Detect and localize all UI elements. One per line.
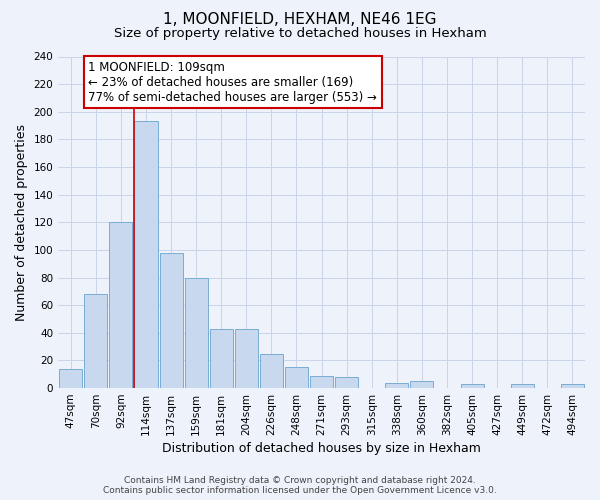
- Bar: [285, 368, 308, 388]
- Text: 1, MOONFIELD, HEXHAM, NE46 1EG: 1, MOONFIELD, HEXHAM, NE46 1EG: [163, 12, 437, 28]
- Bar: [134, 122, 158, 388]
- Bar: [59, 368, 82, 388]
- Bar: [335, 377, 358, 388]
- Text: 1 MOONFIELD: 109sqm
← 23% of detached houses are smaller (169)
77% of semi-detac: 1 MOONFIELD: 109sqm ← 23% of detached ho…: [88, 60, 377, 104]
- Bar: [260, 354, 283, 388]
- Bar: [310, 376, 333, 388]
- Bar: [561, 384, 584, 388]
- Bar: [235, 328, 258, 388]
- Bar: [410, 381, 433, 388]
- Bar: [461, 384, 484, 388]
- Y-axis label: Number of detached properties: Number of detached properties: [15, 124, 28, 321]
- Bar: [160, 252, 182, 388]
- Bar: [84, 294, 107, 388]
- Bar: [511, 384, 534, 388]
- X-axis label: Distribution of detached houses by size in Hexham: Distribution of detached houses by size …: [162, 442, 481, 455]
- Bar: [109, 222, 133, 388]
- Text: Contains HM Land Registry data © Crown copyright and database right 2024.
Contai: Contains HM Land Registry data © Crown c…: [103, 476, 497, 495]
- Bar: [209, 328, 233, 388]
- Bar: [185, 278, 208, 388]
- Text: Size of property relative to detached houses in Hexham: Size of property relative to detached ho…: [113, 28, 487, 40]
- Bar: [385, 382, 409, 388]
